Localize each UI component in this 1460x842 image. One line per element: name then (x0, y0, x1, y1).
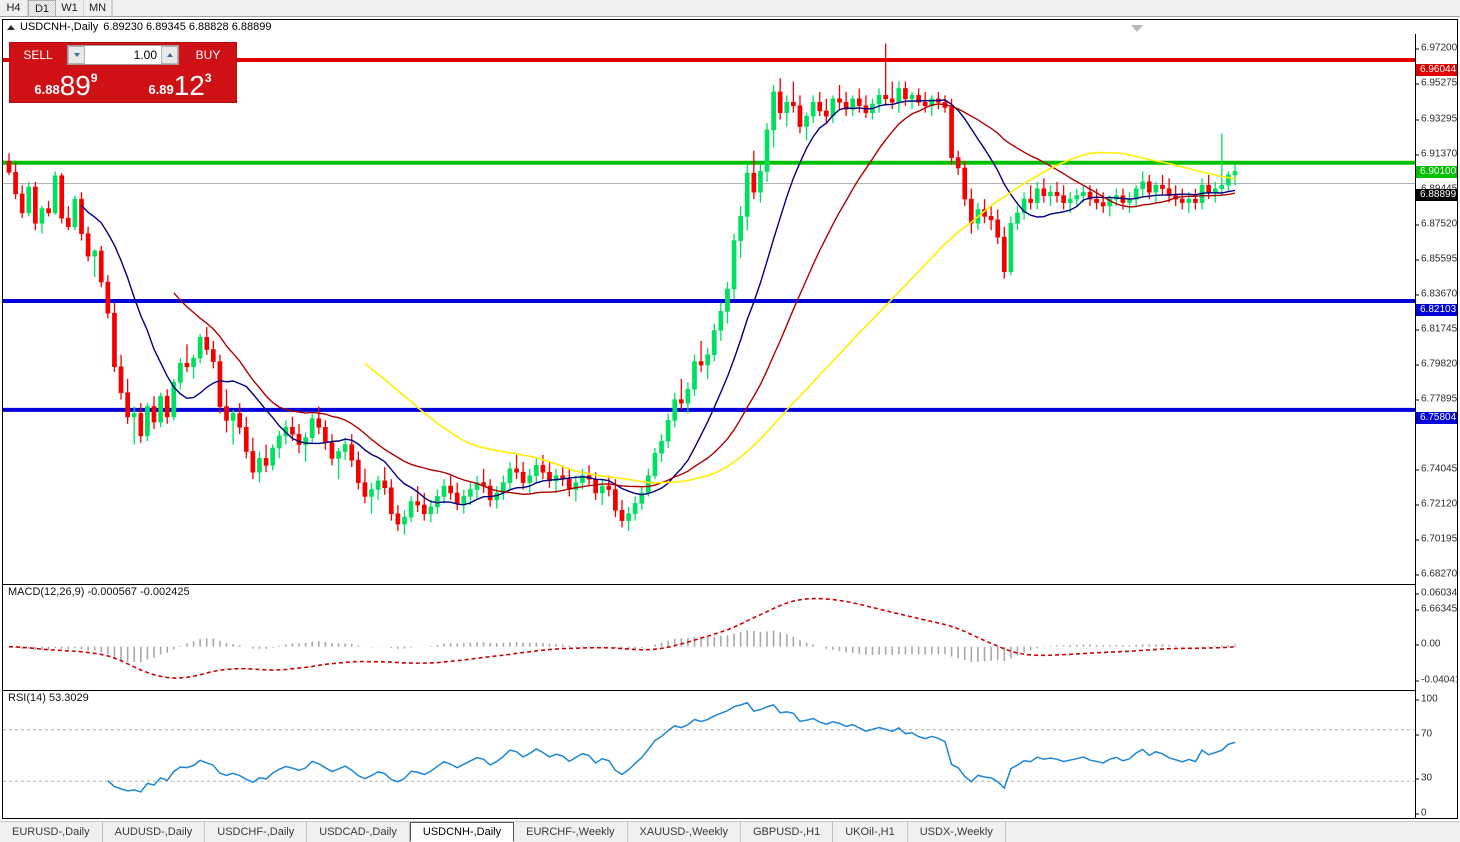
bid-price-box[interactable]: 6.88 89 9 (10, 67, 122, 102)
price-level-badge: 6.82103 (1416, 304, 1457, 316)
price-axis-tick: 6.97200 (1416, 43, 1457, 54)
one-click-trading-panel: SELL 1.00 BUY 6.88 89 9 (9, 42, 237, 103)
rsi-axis-tick: 100 (1416, 694, 1457, 705)
trade-controls-row: SELL 1.00 BUY (10, 43, 236, 67)
ask-price-big: 12 (173, 70, 205, 102)
price-level-badge: 6.96044 (1416, 64, 1457, 76)
price-axis-tick: 6.68270 (1416, 569, 1457, 580)
chart-tab-usdcaddaily[interactable]: USDCAD-,Daily (307, 822, 410, 842)
volume-decrement-button[interactable] (68, 46, 85, 64)
macd-label: MACD(12,26,9) -0.000567 -0.002425 (8, 586, 190, 598)
sell-button[interactable]: SELL (10, 43, 66, 67)
ask-price-box[interactable]: 6.89 12 3 (124, 67, 236, 102)
buy-button[interactable]: BUY (180, 43, 236, 67)
price-axis-tick: 6.70195 (1416, 534, 1457, 545)
bid-price-big: 89 (59, 70, 91, 102)
rsi-pane: RSI(14) 53.3029 (3, 690, 1415, 818)
chart-tab-eurchfweekly[interactable]: EURCHF-,Weekly (514, 822, 628, 842)
chart-symbol-label: USDCNH-,Daily (20, 21, 99, 33)
volume-increment-button[interactable] (161, 46, 178, 64)
chart-window: USDCNH-,Daily 6.89230 6.89345 6.88828 6.… (2, 19, 1458, 819)
volume-stepper[interactable]: 1.00 (67, 45, 179, 65)
price-axis-tick: 6.91370 (1416, 149, 1457, 160)
bid-price-base: 6.88 (34, 82, 60, 97)
price-level-badge: 6.75804 (1416, 412, 1457, 424)
price-axis-tick: 6.81745 (1416, 324, 1457, 335)
chart-tab-ukoilh1[interactable]: UKOil-,H1 (833, 822, 908, 842)
chart-tab-usdchfdaily[interactable]: USDCHF-,Daily (205, 822, 308, 842)
timeframe-buttons: H4 D1 W1 MN (0, 0, 112, 16)
chart-tab-xauusdweekly[interactable]: XAUUSD-,Weekly (627, 822, 741, 842)
price-axis-tick: 6.93295 (1416, 114, 1457, 125)
rsi-axis-tick: 70 (1416, 729, 1457, 740)
rsi-axis-tick: 0 (1416, 808, 1457, 818)
chart-tab-usdcnhdaily[interactable]: USDCNH-,Daily (409, 822, 515, 842)
trade-prices-row: 6.88 89 9 6.89 12 3 (10, 67, 236, 102)
price-axis-tick: 6.74045 (1416, 464, 1457, 475)
price-level-badge: 6.88899 (1416, 189, 1457, 201)
triangle-up-icon[interactable] (7, 24, 15, 30)
candlestick-plot (3, 43, 1415, 535)
chart-tab-gbpusdh1[interactable]: GBPUSD-,H1 (740, 822, 834, 842)
toolbar-empty-area (112, 0, 1460, 16)
price-axis-tick: 6.77895 (1416, 394, 1457, 405)
spin-down-icon (73, 53, 80, 57)
price-axis-tick: 6.66345 (1416, 604, 1457, 615)
timeframe-button-h4[interactable]: H4 (0, 0, 28, 16)
timeframe-button-mn[interactable]: MN (84, 0, 112, 16)
chart-titlebar: USDCNH-,Daily 6.89230 6.89345 6.88828 6.… (3, 20, 1457, 34)
price-pane (3, 34, 1415, 582)
rsi-plot (3, 701, 1415, 793)
rsi-label: RSI(14) 53.3029 (8, 692, 89, 704)
macd-axis-tick: 0.060342 (1416, 588, 1457, 599)
spin-up-icon (166, 53, 173, 57)
price-axis-tick: 6.87520 (1416, 219, 1457, 230)
timeframe-button-d1[interactable]: D1 (28, 0, 56, 16)
rsi-axis-tick: 30 (1416, 773, 1457, 784)
macd-plot (8, 597, 1236, 679)
volume-input[interactable]: 1.00 (85, 46, 161, 64)
price-axis[interactable]: 6.972006.952756.932956.913706.894456.875… (1415, 34, 1457, 818)
price-level-badge: 6.90100 (1416, 166, 1457, 178)
chart-tabs-bar: EURUSD-,Daily AUDUSD-,Daily USDCHF-,Daily U… (0, 821, 1460, 842)
price-axis-tick: 6.72120 (1416, 499, 1457, 510)
price-axis-tick: 6.79820 (1416, 359, 1457, 370)
timeframe-button-w1[interactable]: W1 (56, 0, 84, 16)
chart-tab-audusddaily[interactable]: AUDUSD-,Daily (102, 822, 206, 842)
ask-price-base: 6.89 (148, 82, 174, 97)
macd-pane: MACD(12,26,9) -0.000567 -0.002425 (3, 584, 1415, 688)
timeframe-toolbar: H4 D1 W1 MN (0, 0, 1460, 17)
bid-price-point: 9 (90, 71, 98, 85)
price-axis-tick: 6.83670 (1416, 289, 1457, 300)
macd-axis-tick: 0.00 (1416, 639, 1457, 650)
chart-ohlc-values: 6.89230 6.89345 6.88828 6.88899 (103, 21, 272, 33)
price-axis-tick: 6.95275 (1416, 78, 1457, 89)
price-axis-tick: 6.85595 (1416, 254, 1457, 265)
triangle-down-icon[interactable] (1131, 25, 1143, 32)
chart-tab-eurusddaily[interactable]: EURUSD-,Daily (0, 822, 103, 842)
macd-axis-tick: -0.04041 (1416, 675, 1457, 686)
chart-tab-usdxweekly[interactable]: USDX-,Weekly (907, 822, 1006, 842)
ask-price-point: 3 (204, 71, 212, 85)
